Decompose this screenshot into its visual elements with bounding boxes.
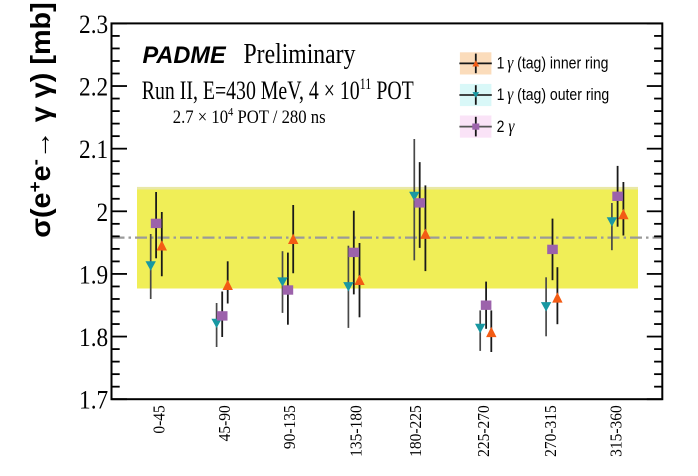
- svg-text:0-45: 0-45: [151, 405, 169, 433]
- svg-text:315-360: 315-360: [608, 405, 626, 457]
- svg-text:90-135: 90-135: [282, 405, 300, 449]
- svg-text:270-315: 270-315: [543, 405, 561, 457]
- svg-text:225-270: 225-270: [475, 405, 493, 457]
- svg-text:2.3: 2.3: [79, 11, 108, 40]
- svg-text:135-180: 135-180: [348, 405, 366, 457]
- svg-text:PADME: PADME: [143, 42, 227, 69]
- svg-text:45-90: 45-90: [217, 405, 235, 441]
- svg-text:1.9: 1.9: [79, 261, 108, 290]
- svg-text:2: 2: [97, 199, 109, 228]
- svg-text:2.1: 2.1: [79, 136, 108, 165]
- svg-text:σ(e+e-→ γ γ) [mb]: σ(e+e-→ γ γ) [mb]: [24, 2, 55, 238]
- svg-text:180-225: 180-225: [408, 405, 426, 457]
- svg-text:1.8: 1.8: [79, 324, 108, 353]
- svg-text:Run II, E=430 MeV, 4 × 1011 PO: Run II, E=430 MeV, 4 × 1011 POT: [142, 75, 414, 104]
- svg-text:2 γ: 2 γ: [497, 116, 515, 136]
- svg-text:2.2: 2.2: [79, 73, 108, 102]
- svg-text:1 γ (tag) outer ring: 1 γ (tag) outer ring: [497, 84, 610, 104]
- svg-text:1.7: 1.7: [79, 386, 108, 415]
- svg-text:Preliminary: Preliminary: [244, 38, 356, 69]
- svg-text:1 γ (tag) inner ring: 1 γ (tag) inner ring: [497, 52, 609, 72]
- svg-text:2.7 × 104 POT / 280 ns: 2.7 × 104 POT / 280 ns: [173, 106, 326, 127]
